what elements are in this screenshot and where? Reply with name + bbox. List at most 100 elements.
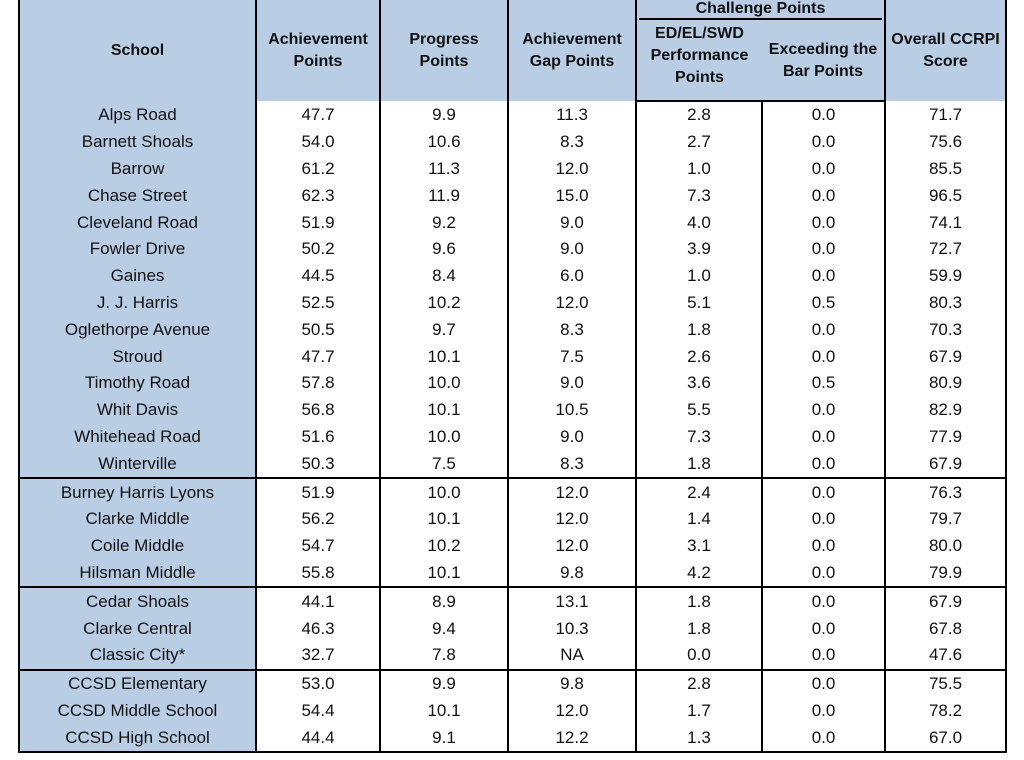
table-row: CCSD Middle School 54.4 10.1 12.0 1.7 0.0 78.2 bbox=[18, 697, 1008, 725]
achievement-gap-points-cell: 12.2 bbox=[507, 724, 637, 754]
achievement-gap-points-cell: 12.0 bbox=[507, 289, 637, 317]
school-name-cell: Fowler Drive bbox=[18, 235, 257, 263]
ed-el-swd-points-cell: 2.4 bbox=[635, 478, 763, 506]
overall-score-cell: 47.6 bbox=[884, 641, 1008, 671]
ed-el-swd-points-cell: 3.9 bbox=[635, 235, 763, 263]
achievement-gap-points-cell: 12.0 bbox=[507, 697, 637, 725]
school-name-cell: Clarke Central bbox=[18, 615, 257, 642]
achievement-points-cell: 47.7 bbox=[255, 101, 381, 129]
achievement-gap-points-cell: NA bbox=[507, 641, 637, 671]
exceeding-bar-points-cell: 0.0 bbox=[760, 669, 887, 698]
achievement-gap-points-cell: 11.3 bbox=[507, 101, 637, 129]
progress-points-cell: 9.9 bbox=[379, 101, 509, 129]
school-name-cell: Barnett Shoals bbox=[18, 128, 257, 156]
school-name-cell: Oglethorpe Avenue bbox=[18, 316, 257, 344]
exceeding-bar-points-cell: 0.0 bbox=[760, 262, 887, 290]
achievement-points-cell: 54.0 bbox=[255, 128, 381, 156]
school-name-cell: Whit Davis bbox=[18, 396, 257, 424]
achievement-points-cell: 54.7 bbox=[255, 532, 381, 560]
ed-el-swd-points-cell: 2.8 bbox=[635, 101, 763, 129]
school-name-cell: J. J. Harris bbox=[18, 289, 257, 317]
school-name-cell: Classic City* bbox=[18, 641, 257, 671]
overall-score-cell: 79.9 bbox=[884, 559, 1008, 589]
table-row: Clarke Middle 56.2 10.1 12.0 1.4 0.0 79.7 bbox=[18, 505, 1008, 533]
achievement-points-cell: 55.8 bbox=[255, 559, 381, 589]
table-body: Alps Road 47.7 9.9 11.3 2.8 0.0 71.7 Barnett Sh… bbox=[18, 101, 1008, 754]
ed-el-swd-points-cell: 1.7 bbox=[635, 697, 763, 725]
progress-points-cell: 10.0 bbox=[379, 423, 509, 451]
progress-points-cell: 7.8 bbox=[379, 641, 509, 671]
exceeding-bar-points-cell: 0.0 bbox=[760, 641, 887, 671]
header-challenge-points: Challenge Points bbox=[636, 0, 886, 21]
overall-score-cell: 80.9 bbox=[884, 369, 1008, 397]
overall-score-cell: 71.7 bbox=[884, 101, 1008, 129]
school-name-cell: Winterville bbox=[18, 450, 257, 480]
ed-el-swd-points-cell: 1.3 bbox=[635, 724, 763, 754]
ed-el-swd-points-cell: 1.0 bbox=[635, 262, 763, 290]
achievement-gap-points-cell: 6.0 bbox=[507, 262, 637, 290]
progress-points-cell: 10.0 bbox=[379, 478, 509, 506]
progress-points-cell: 10.6 bbox=[379, 128, 509, 156]
ed-el-swd-points-cell: 5.5 bbox=[635, 396, 763, 424]
exceeding-bar-points-cell: 0.0 bbox=[760, 396, 887, 424]
overall-score-cell: 79.7 bbox=[884, 505, 1008, 533]
table-row: Cedar Shoals 44.1 8.9 13.1 1.8 0.0 67.9 bbox=[18, 587, 1008, 616]
school-name-cell: CCSD Middle School bbox=[18, 697, 257, 725]
overall-score-cell: 77.9 bbox=[884, 423, 1008, 451]
exceeding-bar-points-cell: 0.0 bbox=[760, 209, 887, 236]
progress-points-cell: 9.7 bbox=[379, 316, 509, 344]
exceeding-bar-points-cell: 0.0 bbox=[760, 316, 887, 344]
ccrpi-table-container: School Achievement Points Progress Point… bbox=[18, 0, 1008, 754]
exceeding-bar-points-cell: 0.0 bbox=[760, 423, 887, 451]
progress-points-cell: 9.1 bbox=[379, 724, 509, 754]
progress-points-cell: 10.0 bbox=[379, 369, 509, 397]
progress-points-cell: 8.9 bbox=[379, 587, 509, 616]
progress-points-cell: 10.2 bbox=[379, 289, 509, 317]
school-name-cell: Alps Road bbox=[18, 101, 257, 129]
achievement-gap-points-cell: 12.0 bbox=[507, 532, 637, 560]
overall-score-cell: 67.9 bbox=[884, 343, 1008, 370]
ed-el-swd-points-cell: 4.0 bbox=[635, 209, 763, 236]
achievement-points-cell: 46.3 bbox=[255, 615, 381, 642]
header-school: School bbox=[18, 0, 257, 101]
overall-score-cell: 78.2 bbox=[884, 697, 1008, 725]
progress-points-cell: 10.1 bbox=[379, 559, 509, 589]
achievement-points-cell: 32.7 bbox=[255, 641, 381, 671]
progress-points-cell: 11.3 bbox=[379, 155, 509, 183]
table-row: Oglethorpe Avenue 50.5 9.7 8.3 1.8 0.0 70.3 bbox=[18, 316, 1008, 344]
progress-points-cell: 10.1 bbox=[379, 505, 509, 533]
achievement-gap-points-cell: 9.8 bbox=[507, 559, 637, 589]
exceeding-bar-points-cell: 0.0 bbox=[760, 101, 887, 129]
exceeding-bar-points-cell: 0.0 bbox=[760, 615, 887, 642]
ed-el-swd-points-cell: 1.0 bbox=[635, 155, 763, 183]
ed-el-swd-points-cell: 1.8 bbox=[635, 316, 763, 344]
exceeding-bar-points-cell: 0.5 bbox=[760, 289, 887, 317]
overall-score-cell: 59.9 bbox=[884, 262, 1008, 290]
table-row: Whitehead Road 51.6 10.0 9.0 7.3 0.0 77.9 bbox=[18, 423, 1008, 451]
overall-score-cell: 67.9 bbox=[884, 450, 1008, 480]
progress-points-cell: 10.2 bbox=[379, 532, 509, 560]
overall-score-cell: 67.8 bbox=[884, 615, 1008, 642]
table-row: J. J. Harris 52.5 10.2 12.0 5.1 0.5 80.3 bbox=[18, 289, 1008, 317]
overall-score-cell: 67.0 bbox=[884, 724, 1008, 754]
table-row: Burney Harris Lyons 51.9 10.0 12.0 2.4 0.0 76.… bbox=[18, 478, 1008, 506]
school-name-cell: Cleveland Road bbox=[18, 209, 257, 236]
overall-score-cell: 75.5 bbox=[884, 669, 1008, 698]
achievement-gap-points-cell: 8.3 bbox=[507, 450, 637, 480]
table-row: Barrow 61.2 11.3 12.0 1.0 0.0 85.5 bbox=[18, 155, 1008, 183]
exceeding-bar-points-cell: 0.0 bbox=[760, 532, 887, 560]
table-row: Whit Davis 56.8 10.1 10.5 5.5 0.0 82.9 bbox=[18, 396, 1008, 424]
ed-el-swd-points-cell: 3.1 bbox=[635, 532, 763, 560]
school-name-cell: CCSD Elementary bbox=[18, 669, 257, 698]
school-name-cell: Stroud bbox=[18, 343, 257, 370]
ed-el-swd-points-cell: 1.8 bbox=[635, 587, 763, 616]
ed-el-swd-points-cell: 7.3 bbox=[635, 182, 763, 210]
achievement-gap-points-cell: 8.3 bbox=[507, 316, 637, 344]
school-name-cell: Hilsman Middle bbox=[18, 559, 257, 589]
header-progress-points: Progress Points bbox=[379, 0, 509, 101]
exceeding-bar-points-cell: 0.0 bbox=[760, 697, 887, 725]
progress-points-cell: 10.1 bbox=[379, 343, 509, 370]
achievement-points-cell: 44.4 bbox=[255, 724, 381, 754]
ed-el-swd-points-cell: 1.8 bbox=[635, 450, 763, 480]
table-row: Cleveland Road 51.9 9.2 9.0 4.0 0.0 74.1 bbox=[18, 209, 1008, 236]
